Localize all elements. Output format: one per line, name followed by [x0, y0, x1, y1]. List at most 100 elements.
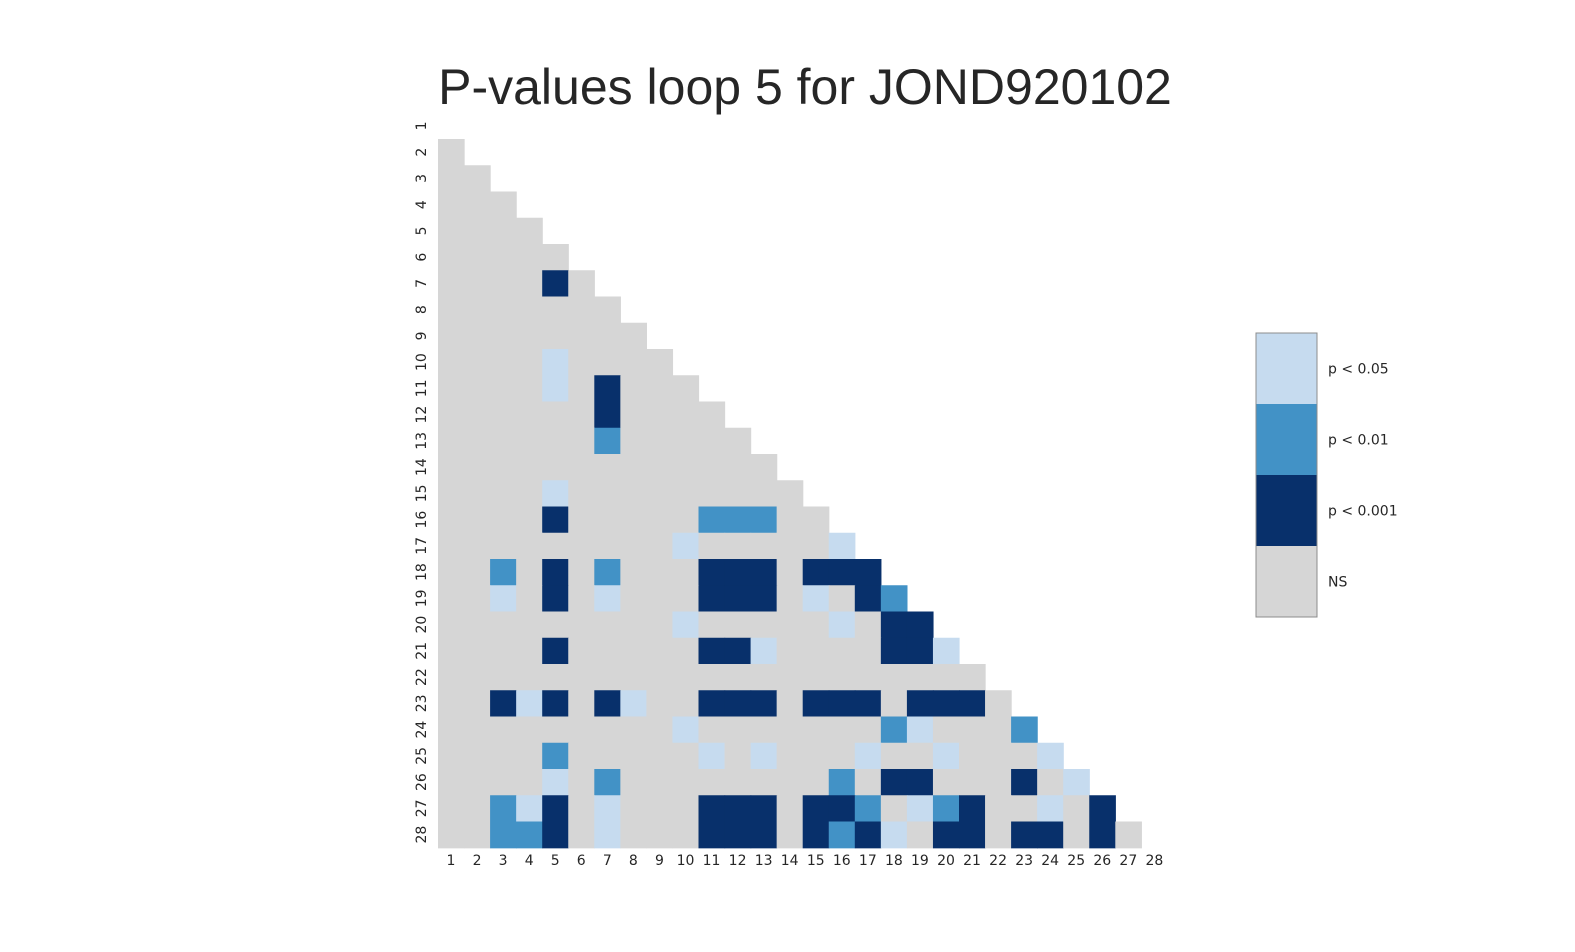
heatmap-cell-r17-c4	[516, 532, 543, 560]
heatmap-cell-r9-c2	[464, 322, 491, 350]
heatmap-cell-r23-c9	[646, 690, 674, 718]
x-tick-label-19: 19	[911, 853, 929, 869]
heatmap-cell-r28-c13	[750, 821, 778, 849]
heatmap-cell-r27-c26	[1089, 795, 1116, 823]
y-tick-label-14: 14	[414, 458, 430, 476]
heatmap-cell-r18-c2	[464, 559, 491, 586]
heatmap-cell-r21-c13	[750, 637, 778, 665]
heatmap-cell-r26-c1	[438, 769, 465, 796]
heatmap-cell-r15-c9	[646, 480, 674, 508]
heatmap-cell-r28-c23	[1011, 821, 1038, 849]
heatmap-cell-r28-c9	[646, 821, 674, 849]
x-tick-label-2: 2	[473, 853, 482, 869]
heatmap-cell-r25-c10	[672, 742, 700, 770]
heatmap-cell-r21-c2	[464, 637, 491, 665]
heatmap-cell-r25-c17	[854, 742, 882, 770]
y-tick-label-21: 21	[414, 642, 430, 660]
heatmap-cell-r11-c5	[542, 375, 569, 403]
heatmap-cell-r28-c4	[516, 821, 543, 849]
heatmap-cell-r16-c11	[698, 506, 726, 534]
heatmap-cell-r26-c9	[646, 769, 674, 796]
heatmap-cell-r8-c7	[594, 296, 621, 324]
heatmap-cell-r13-c9	[646, 427, 674, 455]
heatmap-cell-r17-c12	[724, 532, 752, 560]
heatmap-cell-r20-c10	[672, 611, 700, 639]
heatmap-cell-r27-c22	[985, 795, 1012, 823]
heatmap-cell-r24-c4	[516, 716, 543, 744]
heatmap-cell-r6-c4	[516, 244, 543, 271]
heatmap-cell-r28-c10	[672, 821, 700, 849]
heatmap-cell-r24-c5	[542, 716, 569, 744]
heatmap-cell-r27-c20	[932, 795, 960, 823]
heatmap-cell-r27-c23	[1011, 795, 1038, 823]
y-tick-label-22: 22	[414, 668, 430, 686]
heatmap-cell-r22-c19	[906, 664, 934, 691]
x-tick-label-5: 5	[551, 853, 560, 869]
heatmap-cell-r22-c21	[959, 664, 986, 691]
heatmap-cell-r12-c1	[438, 401, 465, 429]
heatmap-cell-r28-c6	[568, 821, 595, 849]
heatmap-cell-r20-c3	[490, 611, 517, 639]
heatmap-cell-r15-c2	[464, 480, 491, 508]
heatmap-cell-r28-c3	[490, 821, 517, 849]
heatmap-cell-r22-c6	[568, 664, 595, 691]
heatmap-cell-r19-c18	[880, 585, 908, 613]
heatmap-cell-r23-c13	[750, 690, 778, 718]
heatmap-cell-r24-c17	[854, 716, 882, 744]
x-tick-label-17: 17	[859, 853, 877, 869]
heatmap-cell-r22-c4	[516, 664, 543, 691]
heatmap-cell-r25-c20	[932, 742, 960, 770]
heatmap-cell-r17-c1	[438, 532, 465, 560]
heatmap-cell-r22-c13	[750, 664, 778, 691]
heatmap-cell-r14-c4	[516, 454, 543, 481]
heatmap-cell-r15-c8	[620, 480, 647, 508]
heatmap-cell-r14-c3	[490, 454, 517, 481]
heatmap-cell-r22-c1	[438, 664, 465, 691]
heatmap-cell-r8-c6	[568, 296, 595, 324]
heatmap-cell-r4-c1	[438, 191, 465, 219]
heatmap-cell-r15-c13	[750, 480, 778, 508]
y-tick-label-13: 13	[414, 432, 430, 450]
heatmap-cell-r21-c7	[594, 637, 621, 665]
heatmap-cell-r18-c8	[620, 559, 647, 586]
heatmap-cell-r24-c18	[880, 716, 908, 744]
x-tick-label-27: 27	[1119, 853, 1137, 869]
heatmap-cell-r21-c17	[854, 637, 882, 665]
x-tick-label-8: 8	[629, 853, 638, 869]
y-tick-label-10: 10	[414, 353, 430, 371]
heatmap-cell-r24-c14	[776, 716, 804, 744]
heatmap-cell-r16-c2	[464, 506, 491, 534]
heatmap-cell-r5-c3	[490, 217, 517, 245]
y-tick-label-16: 16	[414, 511, 430, 529]
x-tick-label-6: 6	[577, 853, 586, 869]
heatmap-cell-r13-c10	[672, 427, 700, 455]
heatmap-cell-r15-c12	[724, 480, 752, 508]
heatmap-cell-r8-c2	[464, 296, 491, 324]
heatmap-cell-r28-c16	[828, 821, 856, 849]
heatmap-cell-r10-c6	[568, 349, 595, 376]
heatmap-cell-r16-c12	[724, 506, 752, 534]
heatmap-cell-r25-c1	[438, 742, 465, 770]
heatmap-cell-r16-c10	[672, 506, 700, 534]
heatmap-cell-r7-c5	[542, 270, 569, 298]
heatmap-cell-r7-c2	[464, 270, 491, 298]
heatmap-cell-r19-c11	[698, 585, 726, 613]
heatmap-cell-r12-c10	[672, 401, 700, 429]
heatmap-cell-r26-c3	[490, 769, 517, 796]
heatmap-cell-r21-c3	[490, 637, 517, 665]
heatmap-cell-r25-c4	[516, 742, 543, 770]
heatmap-cell-r26-c15	[802, 769, 830, 796]
heatmap-cell-r16-c7	[594, 506, 621, 534]
heatmap-cell-r4-c2	[464, 191, 491, 219]
heatmap-cell-r12-c2	[464, 401, 491, 429]
y-tick-label-11: 11	[414, 379, 430, 397]
heatmap-cell-r24-c10	[672, 716, 700, 744]
heatmap-cell-r23-c3	[490, 690, 517, 718]
x-tick-labels: 1 2 3 4 5 6 7 8 9 10 11 12 13 14 15 16 17 18 19 20 21 22 23 24 2…	[447, 853, 1164, 869]
heatmap-cell-r21-c20	[932, 637, 960, 665]
heatmap-cell-r5-c1	[438, 217, 465, 245]
heatmap-cell-r18-c1	[438, 559, 465, 586]
heatmap-cell-r27-c19	[906, 795, 934, 823]
heatmap-cell-r24-c23	[1011, 716, 1038, 744]
heatmap-cell-r13-c6	[568, 427, 595, 455]
